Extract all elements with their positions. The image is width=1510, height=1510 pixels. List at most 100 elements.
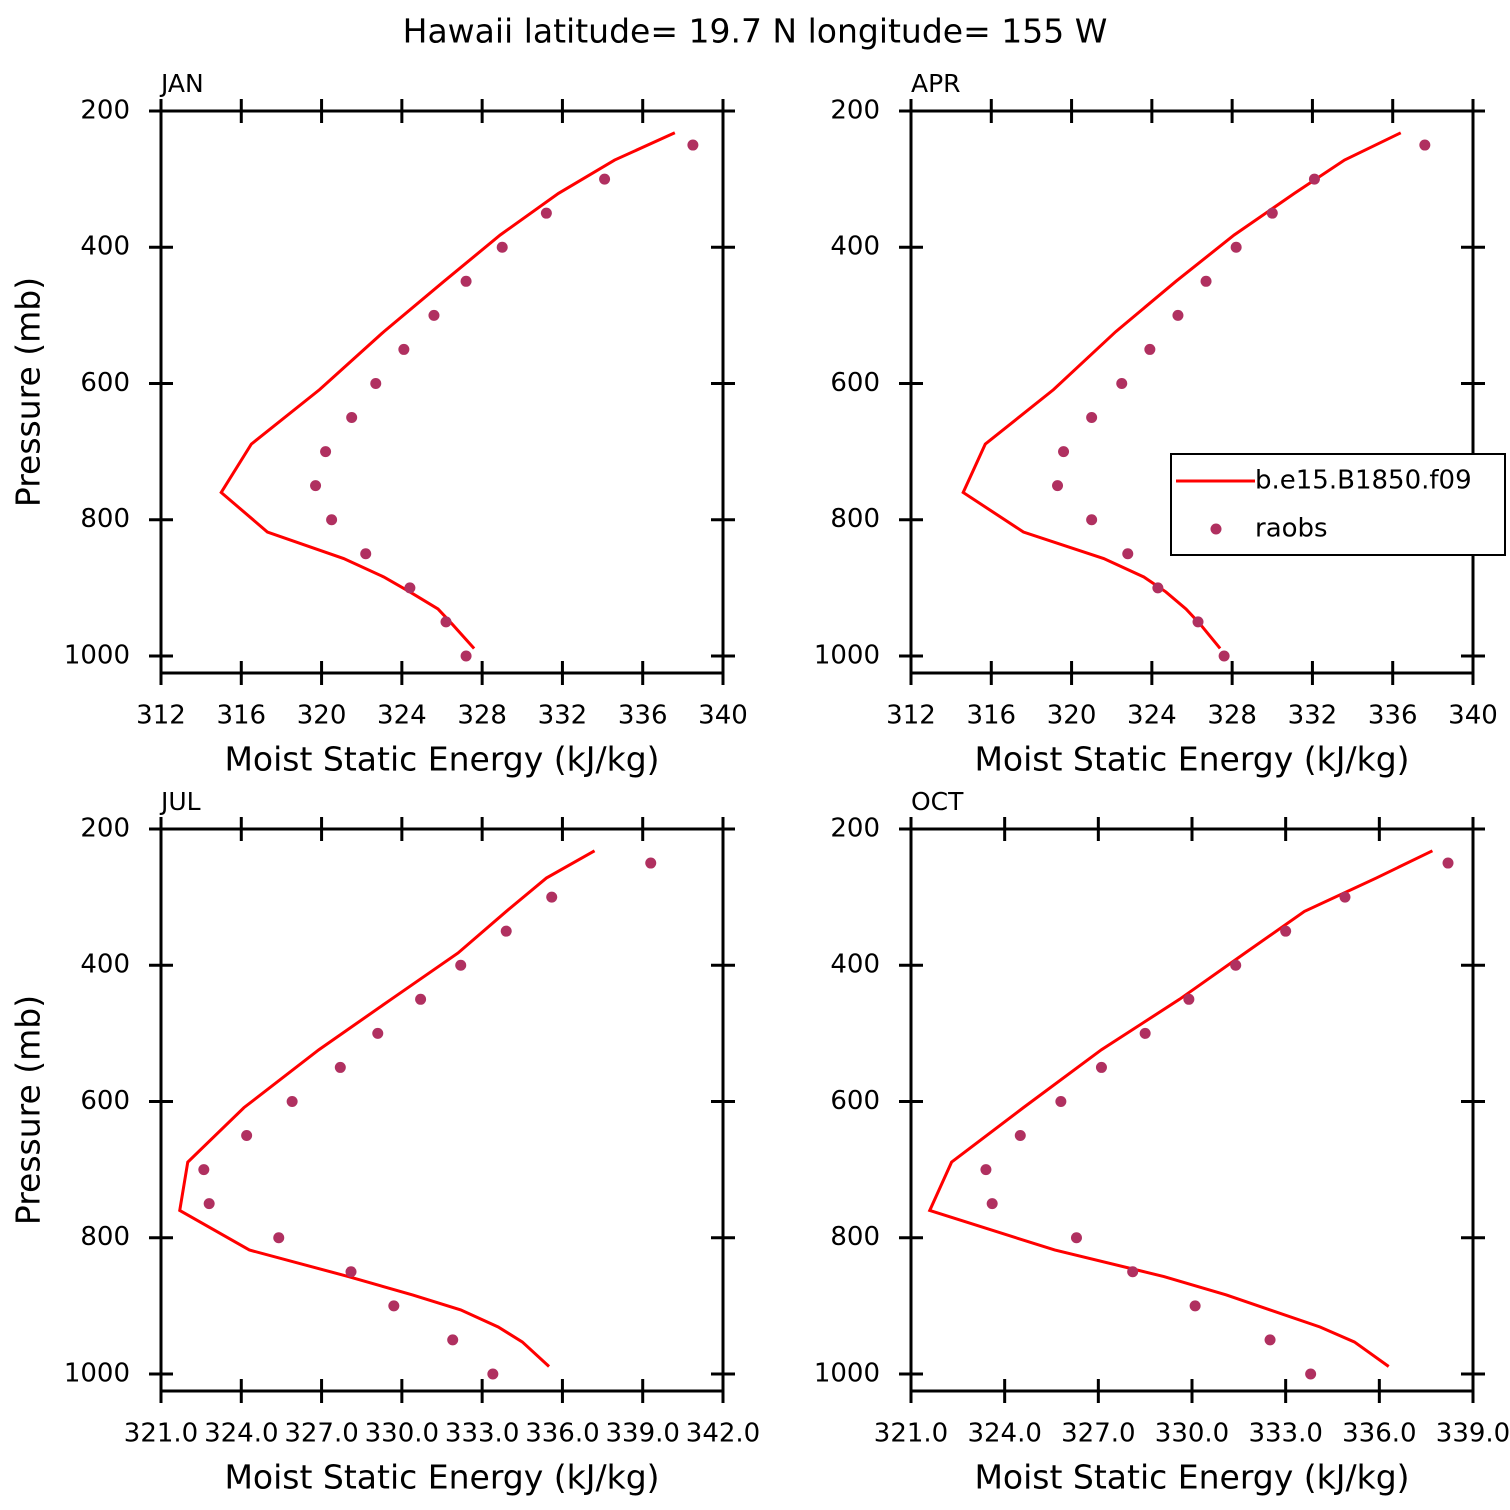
obs-point bbox=[326, 514, 338, 526]
x-tick-label: 327.0 bbox=[1061, 1419, 1135, 1449]
panel: JAN 312 316 320 324 328 332 336 340 200 400 600 800 1… bbox=[9, 69, 748, 779]
obs-point bbox=[1172, 309, 1184, 321]
obs-point bbox=[440, 616, 452, 628]
y-tick-label: 1000 bbox=[814, 1358, 880, 1388]
x-tick-label: 316 bbox=[216, 701, 266, 731]
x-tick-label: 324 bbox=[377, 701, 427, 731]
x-tick-label: 332 bbox=[538, 701, 588, 731]
x-tick-label: 339.0 bbox=[605, 1419, 679, 1449]
panel-title: OCT bbox=[911, 787, 964, 816]
legend: b.e15.B1850.f09 raobs bbox=[1170, 453, 1506, 556]
obs-point bbox=[496, 241, 508, 253]
legend-box bbox=[1170, 453, 1506, 556]
obs-point bbox=[1230, 241, 1242, 253]
y-tick-label: 200 bbox=[830, 814, 880, 844]
x-tick-label: 336 bbox=[618, 701, 668, 731]
obs-point bbox=[398, 343, 410, 355]
x-tick-label: 324 bbox=[1127, 701, 1177, 731]
x-tick-label: 336.0 bbox=[525, 1419, 599, 1449]
x-tick-label: 312 bbox=[886, 701, 936, 731]
x-tick-label: 321.0 bbox=[124, 1419, 198, 1449]
x-tick-label: 316 bbox=[966, 701, 1016, 731]
obs-point bbox=[1139, 1027, 1151, 1039]
obs-point bbox=[372, 1027, 384, 1039]
obs-point bbox=[540, 207, 552, 219]
legend-marker bbox=[1210, 523, 1222, 535]
y-axis-title: Pressure (mb) bbox=[9, 277, 48, 507]
x-tick-label: 324.0 bbox=[967, 1419, 1041, 1449]
obs-point bbox=[460, 650, 472, 662]
x-tick-label: 328 bbox=[457, 701, 507, 731]
obs-point bbox=[487, 1368, 499, 1380]
panel-title: JUL bbox=[159, 787, 201, 816]
x-tick-label: 312 bbox=[136, 701, 186, 731]
obs-point bbox=[986, 1198, 998, 1210]
x-tick-label: 339.0 bbox=[1436, 1419, 1510, 1449]
obs-point bbox=[1014, 1130, 1026, 1142]
plot-frame bbox=[909, 109, 1475, 675]
x-tick-label: 330.0 bbox=[365, 1419, 439, 1449]
panel: JUL 321.0 324.0 327.0 330.0 333.0 336.0 339.0 34… bbox=[9, 787, 761, 1497]
obs-point bbox=[447, 1334, 459, 1346]
y-tick-label: 400 bbox=[830, 232, 880, 262]
y-tick-label: 200 bbox=[80, 814, 130, 844]
obs-point bbox=[345, 1266, 357, 1278]
y-tick-label: 600 bbox=[80, 368, 130, 398]
obs-point bbox=[599, 173, 611, 185]
obs-point bbox=[645, 857, 657, 869]
obs-point bbox=[360, 548, 372, 560]
x-axis-title: Moist Static Energy (kJ/kg) bbox=[974, 1458, 1409, 1497]
obs-point bbox=[1189, 1300, 1201, 1312]
y-tick-label: 400 bbox=[830, 950, 880, 980]
obs-point bbox=[1086, 412, 1098, 424]
x-tick-label: 327.0 bbox=[284, 1419, 358, 1449]
obs-point bbox=[198, 1164, 210, 1176]
obs-point bbox=[1280, 925, 1292, 937]
obs-point bbox=[1052, 480, 1064, 492]
obs-point bbox=[1058, 446, 1070, 458]
obs-point bbox=[1127, 1266, 1139, 1278]
y-tick-label: 800 bbox=[830, 1222, 880, 1252]
x-tick-label: 336 bbox=[1368, 701, 1418, 731]
obs-point bbox=[286, 1095, 298, 1107]
obs-point bbox=[1442, 857, 1454, 869]
x-tick-label: 333.0 bbox=[445, 1419, 519, 1449]
obs-point bbox=[1095, 1061, 1107, 1073]
y-axis-title: Pressure (mb) bbox=[9, 995, 48, 1225]
obs-point bbox=[1122, 548, 1134, 560]
model-line bbox=[178, 849, 596, 1368]
obs-point bbox=[320, 446, 332, 458]
obs-point bbox=[1183, 993, 1195, 1005]
x-tick-label: 328 bbox=[1207, 701, 1257, 731]
y-tick-label: 1000 bbox=[64, 1358, 130, 1388]
obs-point bbox=[1339, 891, 1351, 903]
x-tick-label: 332 bbox=[1288, 701, 1338, 731]
panel-title: JAN bbox=[159, 69, 204, 98]
obs-point bbox=[1144, 343, 1156, 355]
obs-point bbox=[1230, 959, 1242, 971]
panel: APR 312 316 320 324 328 332 336 340 200 400 600 800 1… bbox=[814, 69, 1498, 779]
obs-point bbox=[203, 1198, 215, 1210]
y-tick-label: 200 bbox=[830, 96, 880, 126]
obs-point bbox=[1419, 139, 1431, 151]
obs-point bbox=[980, 1164, 992, 1176]
x-axis-title: Moist Static Energy (kJ/kg) bbox=[974, 740, 1409, 779]
y-tick-label: 400 bbox=[80, 232, 130, 262]
y-tick-label: 800 bbox=[80, 1222, 130, 1252]
figure-title: Hawaii latitude= 19.7 N longitude= 155 W bbox=[403, 12, 1108, 51]
x-tick-label: 340 bbox=[698, 701, 748, 731]
obs-point bbox=[1264, 1334, 1276, 1346]
obs-point bbox=[1116, 377, 1128, 389]
obs-point bbox=[404, 582, 416, 594]
obs-point bbox=[415, 993, 427, 1005]
obs-point bbox=[273, 1232, 285, 1244]
y-tick-label: 400 bbox=[80, 950, 130, 980]
x-tick-label: 321.0 bbox=[874, 1419, 948, 1449]
legend-label: raobs bbox=[1255, 514, 1328, 544]
x-tick-label: 340 bbox=[1448, 701, 1498, 731]
obs-point bbox=[346, 412, 358, 424]
obs-point bbox=[1266, 207, 1278, 219]
x-tick-label: 330.0 bbox=[1155, 1419, 1229, 1449]
